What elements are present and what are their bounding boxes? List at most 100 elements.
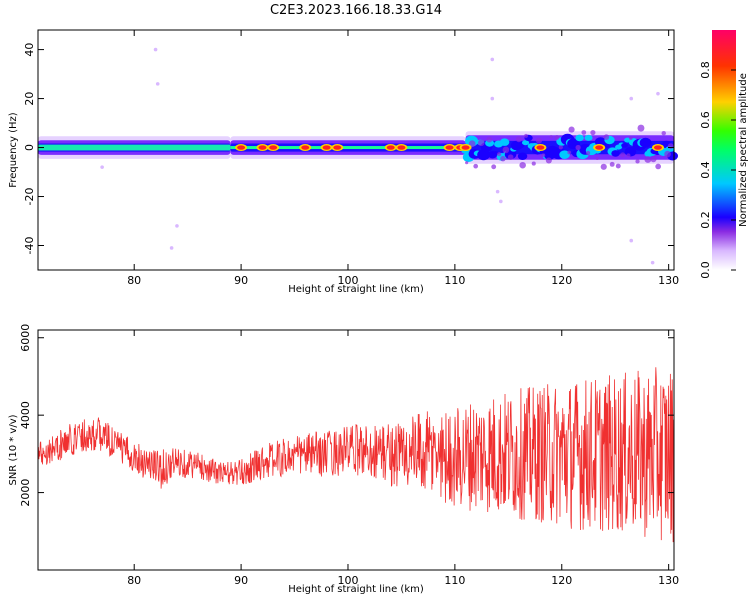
peak-core (461, 145, 470, 150)
noise-speckle (490, 96, 495, 101)
band-blob (584, 134, 593, 141)
band-speckle (585, 150, 591, 156)
spectrogram-x-axis: 80 90 100 110 120 130 (127, 30, 679, 287)
peak-core (258, 145, 267, 150)
band-speckle (502, 146, 510, 154)
y-tick-label: -20 (23, 188, 36, 206)
band-speckle (554, 135, 560, 141)
figure-title: C2E3.2023.166.18.33.G14 (270, 3, 442, 18)
spectrogram-layer (38, 47, 679, 265)
noise-speckle (656, 91, 660, 96)
y-tick-label: 0 (23, 144, 36, 151)
x-tick-label: 110 (444, 274, 465, 287)
band-speckle (531, 161, 536, 166)
band-speckle (615, 163, 621, 169)
noise-speckle (490, 57, 495, 62)
colorbar-label: Normalized spectral amplitude (738, 73, 749, 227)
band-speckle (628, 136, 633, 141)
x-tick-label: 90 (234, 574, 248, 587)
y-tick-label: -40 (23, 237, 36, 255)
y-tick-label: 20 (23, 92, 36, 106)
band-blob (517, 152, 528, 160)
band-speckle (541, 153, 546, 158)
band-segment (461, 124, 679, 170)
band-speckle (655, 163, 661, 170)
x-tick-label: 130 (658, 274, 679, 287)
peak-core (595, 145, 604, 150)
noise-speckle (629, 96, 634, 101)
band-speckle (603, 134, 610, 140)
colorbar-tick-label: 0.0 (699, 261, 712, 279)
peak-core (536, 145, 545, 150)
band-blob (514, 141, 525, 149)
peak-core (397, 145, 406, 150)
x-tick-label: 120 (551, 574, 572, 587)
band-speckle (465, 161, 469, 165)
spectrogram-ylabel: Frequency (Hz) (8, 112, 19, 188)
band-speckle (497, 152, 502, 157)
band-speckle (500, 155, 506, 162)
band-blob (522, 140, 530, 146)
band-blob (639, 137, 652, 148)
band-speckle (600, 163, 607, 170)
peak-core (237, 145, 246, 150)
band-speckle (567, 150, 572, 155)
noise-speckle (495, 189, 500, 194)
band-speckle (486, 136, 493, 143)
peak-core (333, 145, 342, 150)
spectrogram-y-axis: -40 -20 0 20 40 (23, 43, 674, 255)
band-speckle (650, 155, 657, 163)
noise-speckle (650, 260, 655, 265)
band-blob (559, 150, 570, 159)
band-blob (575, 134, 584, 142)
band-blob (621, 143, 628, 148)
band-speckle (661, 130, 666, 136)
peak-core (445, 145, 454, 150)
band-speckle (637, 124, 645, 132)
band-speckle (515, 136, 522, 143)
band-segment (230, 136, 466, 159)
band-speckle (477, 139, 485, 147)
spectrogram-frame (37, 29, 675, 271)
peak-core (653, 145, 662, 150)
x-tick-label: 120 (551, 274, 572, 287)
band-speckle (568, 126, 575, 133)
noise-speckle (499, 199, 503, 204)
noise-speckle (153, 47, 158, 52)
colorbar-ticks: 0.0 0.2 0.4 0.6 0.8 (699, 61, 736, 279)
band-speckle (468, 140, 476, 148)
colorbar-tick-label: 0.6 (699, 111, 712, 129)
band-speckle (644, 155, 652, 163)
colorbar-tick-label: 0.4 (699, 161, 712, 179)
band-speckle (558, 145, 563, 150)
band-speckle (667, 143, 674, 149)
band-speckle (620, 152, 626, 158)
x-tick-label: 90 (234, 274, 248, 287)
peak-core (269, 145, 278, 150)
y-tick-label: 6000 (19, 324, 32, 352)
snr-frame (37, 329, 675, 571)
y-tick-label: 4000 (19, 401, 32, 429)
colorbar-gradient (712, 30, 736, 270)
band-speckle (635, 159, 640, 164)
band-speckle (507, 154, 514, 160)
x-tick-label: 110 (444, 574, 465, 587)
colorbar: 0.0 0.2 0.4 0.6 0.8 Normalized spectral ampl… (699, 30, 749, 279)
band-speckle (473, 163, 479, 169)
peak-core (322, 145, 331, 150)
band-speckle (545, 157, 552, 164)
noise-speckle (155, 82, 160, 86)
snr-xlabel: Height of straight line (km) (288, 584, 424, 595)
band-speckle (590, 129, 596, 136)
band-speckle (535, 137, 543, 144)
band-segment (38, 136, 231, 159)
noise-speckle (175, 224, 179, 228)
band-core (230, 146, 466, 150)
x-tick-label: 100 (337, 274, 358, 287)
snr-series-line (38, 367, 674, 543)
x-tick-label: 100 (337, 574, 358, 587)
band-blob (499, 138, 510, 146)
band-speckle (575, 144, 581, 151)
band-core (38, 144, 231, 151)
noise-speckle (629, 238, 634, 243)
